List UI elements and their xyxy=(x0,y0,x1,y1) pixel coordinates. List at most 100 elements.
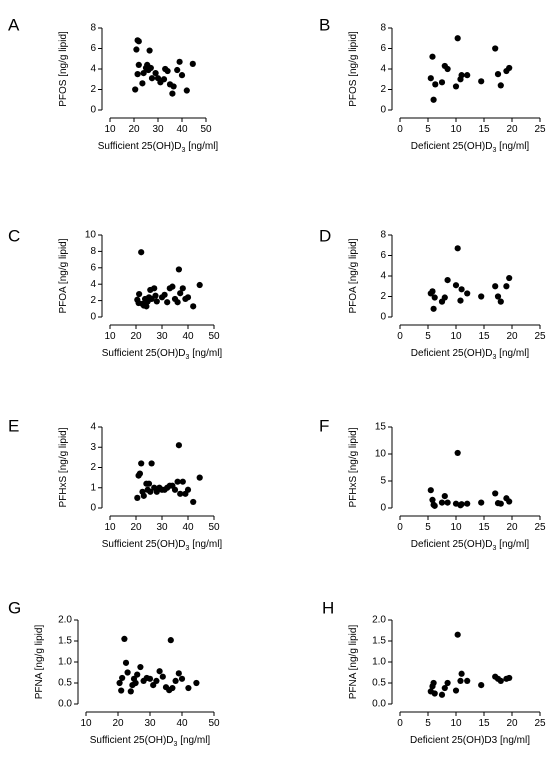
data-point xyxy=(478,293,485,300)
data-point xyxy=(183,87,190,94)
data-point xyxy=(454,245,461,252)
data-point xyxy=(179,478,186,485)
panel-letter: F xyxy=(319,416,329,435)
x-tick-label: 50 xyxy=(200,124,212,135)
panel-letter: C xyxy=(8,226,20,245)
data-point xyxy=(172,677,179,685)
data-point xyxy=(464,500,471,507)
data-point xyxy=(132,86,139,93)
panel-f: F 0 5 10 15 0 5 10 15 20 25 PFHxS [ng/g lipid] Defic… xyxy=(319,416,546,552)
x-axis-label-unit: [ng/ml] xyxy=(496,539,529,550)
x-axis-label-subscript: 3 xyxy=(182,147,186,154)
data-point xyxy=(427,487,434,494)
x-axis-label: Sufficient 25(OH)D3 [ng/ml] xyxy=(102,348,223,361)
data-point xyxy=(429,53,436,60)
data-point xyxy=(492,45,499,52)
data-point xyxy=(444,499,451,506)
data-point xyxy=(153,677,160,685)
data-point xyxy=(118,687,125,694)
y-tick-label: 0.5 xyxy=(58,678,72,689)
x-tick-label: 15 xyxy=(478,522,490,533)
x-tick-label: 20 xyxy=(130,331,142,342)
data-point xyxy=(184,294,192,301)
data-point xyxy=(185,684,192,692)
y-tick-label: 2 xyxy=(90,295,96,306)
y-tick-label: 5 xyxy=(380,476,386,487)
x-axis-label-main: Deficient 25(OH)D xyxy=(411,348,493,359)
y-tick-label: 2 xyxy=(380,291,386,302)
y-axis-label: PFHxS [ng/g lipid] xyxy=(58,427,69,507)
x-axis-label: Sufficient 25(OH)D3 [ng/ml] xyxy=(90,735,211,748)
y-tick-label: 1.0 xyxy=(58,657,72,668)
data-point xyxy=(143,303,150,310)
x-axis-label: Deficient 25(OH)D3 [ng/ml] xyxy=(411,141,530,154)
data-point xyxy=(444,679,451,687)
data-point xyxy=(169,684,176,692)
x-tick-label: 20 xyxy=(128,124,140,135)
data-point xyxy=(431,690,438,697)
x-tick-label: 5 xyxy=(425,331,431,342)
data-point xyxy=(458,72,465,79)
panel-a: A 0 2 4 6 8 10 20 30 40 50 PFOS [ng/g lipid] Suffici… xyxy=(8,15,218,154)
y-tick-label: 4 xyxy=(90,64,96,75)
x-tick-label: 20 xyxy=(506,331,518,342)
x-tick-label: 5 xyxy=(425,124,431,135)
panel-g: G 0.0 0.5 1.0 1.5 2.0 10 20 30 40 50 PFNA [ng/g lip… xyxy=(8,598,220,748)
data-point xyxy=(121,635,128,643)
panel-h: H 0.0 0.5 1.0 1.5 2.0 0 5 10 15 20 25 PFNA [ng/g lip… xyxy=(322,598,546,746)
y-tick-label: 15 xyxy=(375,422,387,433)
y-axis-label: PFOS [ng/g lipid] xyxy=(348,31,359,107)
data-point xyxy=(478,78,485,85)
y-tick-label: 1.5 xyxy=(372,636,386,647)
y-tick-label: 4 xyxy=(90,279,96,290)
panel-letter: H xyxy=(322,598,334,617)
y-axis-label: PFNA [ng/g lipid] xyxy=(348,625,359,700)
data-point xyxy=(503,283,510,290)
x-tick-label: 50 xyxy=(208,718,220,729)
data-point xyxy=(441,294,448,301)
data-point xyxy=(133,46,140,53)
y-tick-label: 1.0 xyxy=(372,657,386,668)
panel-letter: D xyxy=(319,226,331,245)
data-point xyxy=(152,70,159,77)
data-point xyxy=(464,677,471,685)
data-point xyxy=(174,66,181,74)
data-point xyxy=(444,277,451,284)
x-tick-label: 0 xyxy=(397,124,403,135)
data-point xyxy=(169,283,176,290)
data-point xyxy=(177,490,184,497)
data-point xyxy=(175,670,182,677)
data-point xyxy=(438,79,446,86)
data-point xyxy=(478,499,485,506)
x-axis-label-subscript: 3 xyxy=(493,545,497,552)
data-point xyxy=(457,677,464,685)
data-point xyxy=(164,67,171,75)
x-tick-label: 15 xyxy=(478,718,490,729)
y-tick-label: 2 xyxy=(380,84,386,95)
data-point xyxy=(137,663,144,671)
x-axis-label-unit: [ng/ml] xyxy=(189,348,222,359)
data-point xyxy=(175,442,182,449)
y-axis-label: PFOA [ng/g lipid] xyxy=(348,238,359,313)
y-tick-label: 6 xyxy=(380,250,386,261)
data-point xyxy=(190,303,197,310)
y-tick-label: 4 xyxy=(380,271,386,282)
y-axis-label: PFHxS [ng/g lipid] xyxy=(348,427,359,507)
y-tick-label: 0 xyxy=(380,312,386,323)
data-point xyxy=(506,64,513,72)
x-tick-label: 25 xyxy=(534,331,546,342)
x-axis-label-main: Sufficient 25(OH)D xyxy=(102,348,186,359)
data-point xyxy=(127,688,134,695)
data-point xyxy=(174,299,181,306)
y-tick-label: 8 xyxy=(90,246,96,257)
x-tick-label: 40 xyxy=(182,331,194,342)
data-point xyxy=(146,675,154,682)
data-point xyxy=(438,499,446,506)
data-point xyxy=(140,492,147,499)
data-point xyxy=(430,679,437,687)
x-axis-label-main: Deficient 25(OH)D xyxy=(411,539,493,550)
data-point xyxy=(438,691,446,698)
data-point xyxy=(151,285,158,292)
y-axis-label: PFOS [ng/g lipid] xyxy=(58,31,69,107)
